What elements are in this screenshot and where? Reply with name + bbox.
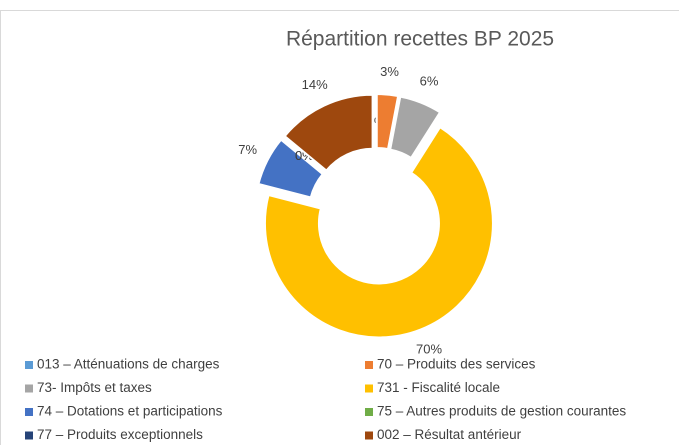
legend-label: 74 – Dotations et participations	[37, 404, 223, 419]
legend-swatch	[25, 431, 33, 440]
data-label: 70%	[416, 341, 442, 356]
legend-label: 77 – Produits exceptionnels	[37, 427, 203, 442]
doughnut-slice	[257, 138, 325, 199]
legend-label: 70 – Produits des services	[377, 357, 536, 372]
doughnut-slice	[281, 137, 325, 174]
legend-label: 013 – Atténuations de charges	[37, 357, 220, 372]
data-label: 14%	[302, 77, 328, 92]
doughnut-slice	[283, 93, 374, 172]
data-label: 3%	[380, 64, 399, 79]
chart-title: Répartition recettes BP 2025	[286, 28, 554, 51]
legend-label: 002 – Résultat antérieur	[377, 427, 522, 442]
legend-label: 731 - Fiscalité locale	[377, 380, 500, 395]
doughnut-slice	[389, 95, 442, 160]
legend-swatch	[365, 408, 373, 416]
legend-label: 75 – Autres produits de gestion courante…	[377, 404, 626, 419]
legend-swatch	[365, 384, 373, 393]
data-label: 7%	[238, 142, 257, 157]
doughnut-slice	[375, 93, 400, 151]
legend-swatch	[365, 431, 373, 440]
chart-frame	[0, 10, 679, 445]
legend-swatch	[25, 384, 33, 393]
data-label: 6%	[420, 74, 439, 89]
legend-label: 73- Impôts et taxes	[37, 380, 152, 395]
legend-swatch	[365, 361, 373, 369]
legend-swatch	[25, 361, 33, 369]
legend-swatch	[25, 408, 33, 416]
doughnut-slice	[263, 125, 494, 339]
